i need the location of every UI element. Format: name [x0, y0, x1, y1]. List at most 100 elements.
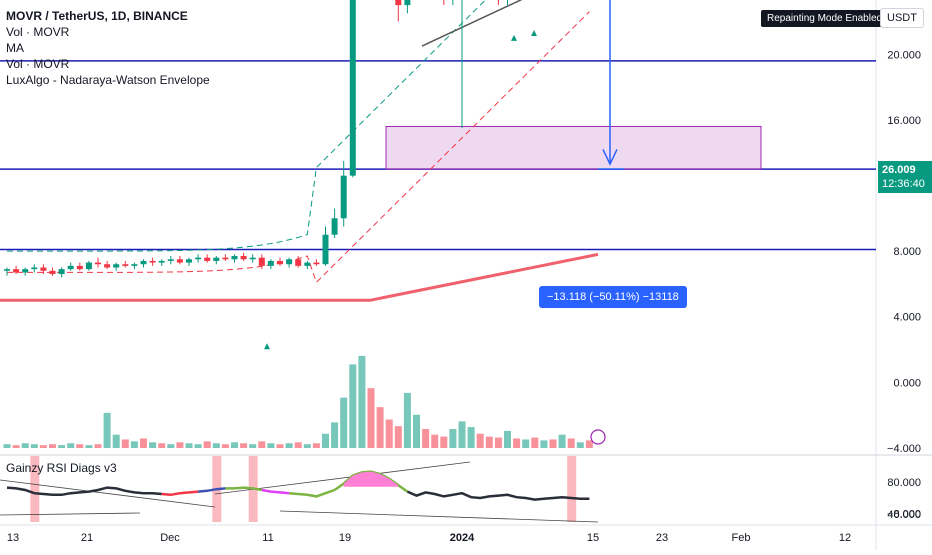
- candle-body: [322, 234, 329, 265]
- moving-average-line: [0, 252, 599, 302]
- volume-bar: [294, 442, 302, 448]
- candle-body: [113, 264, 120, 268]
- volume-bar: [403, 392, 411, 448]
- last-price-tag: 26.009 12:36:40: [878, 161, 932, 193]
- volume-bar: [3, 444, 11, 448]
- volume-bar: [513, 438, 521, 448]
- volume-bar: [567, 438, 575, 448]
- volume-bar: [413, 414, 420, 448]
- volume-bar: [21, 443, 29, 448]
- volume-bar: [422, 429, 430, 448]
- measurement-label[interactable]: −13.118 (−50.11%) −13118: [539, 286, 687, 308]
- rsi-panel-title[interactable]: Gainzy RSI Diags v3: [6, 461, 117, 475]
- volume-bar: [467, 427, 475, 448]
- volume-bar: [240, 443, 248, 448]
- measure-arrow-head: [602, 149, 618, 166]
- volume-bar: [476, 433, 484, 448]
- indicator-nadaraya[interactable]: LuxAlgo - Nadaraya-Watson Envelope: [6, 73, 210, 87]
- volume-bar: [176, 442, 184, 448]
- x-tick-label: Feb: [732, 532, 751, 544]
- volume-bar: [130, 441, 138, 448]
- volume-bar: [267, 443, 275, 448]
- x-tick-label: 19: [339, 532, 351, 544]
- candle-body: [249, 257, 256, 260]
- candle-body: [140, 260, 147, 265]
- y-tick-label: 20.000: [887, 49, 921, 61]
- volume-bar: [376, 407, 384, 448]
- rsi-trendline: [0, 479, 216, 508]
- candle-body: [158, 260, 165, 263]
- rsi-line-bullish: [288, 488, 336, 498]
- candle-body: [304, 262, 311, 266]
- candle-body: [213, 257, 220, 261]
- candle-body: [277, 260, 283, 265]
- volume-bar: [558, 434, 566, 448]
- volume-bar: [30, 444, 38, 448]
- rsi-trendline: [279, 510, 599, 523]
- volume-bar: [140, 438, 147, 448]
- candle-body: [76, 265, 83, 270]
- volume-bar: [76, 444, 84, 448]
- volume-bar: [194, 444, 202, 448]
- candle-body: [204, 257, 211, 261]
- rsi-trendline: [0, 512, 141, 516]
- candle-body: [31, 267, 38, 270]
- candle-body: [104, 264, 111, 268]
- volume-bar: [58, 445, 66, 448]
- indicator-ma[interactable]: MA: [6, 41, 24, 55]
- currency-selector[interactable]: USDT: [880, 8, 924, 28]
- candle-body: [40, 267, 47, 271]
- volume-bar: [349, 364, 357, 448]
- volume-bar: [185, 443, 193, 448]
- candle-body: [49, 270, 56, 275]
- volume-bar: [367, 388, 375, 448]
- candle-body: [222, 257, 229, 260]
- candle-body: [95, 262, 101, 265]
- volume-bar: [585, 440, 593, 448]
- volume-bar: [322, 433, 329, 448]
- candle-body: [313, 262, 320, 265]
- volume-bar: [385, 419, 393, 448]
- volume-bar: [112, 434, 120, 448]
- volume-bar: [203, 441, 211, 448]
- candle-body: [240, 256, 247, 260]
- volume-bar: [94, 444, 102, 448]
- rsi-line: [406, 490, 590, 501]
- volume-bar: [549, 439, 557, 448]
- candle-body: [349, 0, 356, 176]
- y-tick-label: −4.000: [887, 443, 921, 455]
- candle-body: [195, 257, 202, 260]
- rsi-divergence-bar: [567, 456, 577, 522]
- y-tick-label: 16.000: [887, 115, 921, 127]
- volume-bar: [67, 443, 75, 448]
- indicator-vol-2[interactable]: Vol · MOVR: [6, 57, 70, 71]
- indicator-vol-1[interactable]: Vol · MOVR: [6, 25, 70, 39]
- rsi-line-bearish: [161, 490, 199, 497]
- volume-bar: [276, 444, 284, 448]
- candle-body: [131, 264, 138, 266]
- symbol-title[interactable]: MOVR / TetherUS, 1D, BINANCE: [6, 9, 188, 23]
- triangle-pattern: [421, 0, 523, 47]
- volume-bar: [440, 436, 448, 448]
- rsi-line-neutral: [197, 487, 226, 493]
- volume-bar: [12, 445, 20, 448]
- volume-bar: [158, 443, 166, 448]
- x-tick-label: 2024: [450, 532, 475, 544]
- candle-body: [231, 256, 238, 260]
- x-tick-label: Dec: [160, 532, 180, 544]
- volume-bar: [303, 444, 311, 448]
- x-tick-label: 21: [81, 532, 93, 544]
- rsi-overbought-fill: [343, 471, 399, 487]
- x-tick-label: 12: [839, 532, 851, 544]
- volume-bar: [522, 439, 530, 448]
- rsi-y-tick-label: 80.000: [887, 477, 921, 489]
- volume-bar: [49, 444, 56, 448]
- volume-bar: [431, 434, 439, 448]
- rsi-y-tick-label: 40.000: [887, 509, 921, 521]
- volume-bar: [103, 412, 111, 448]
- candle-body: [4, 269, 10, 271]
- volume-bar: [285, 443, 293, 448]
- buy-signal-marker: [511, 34, 517, 41]
